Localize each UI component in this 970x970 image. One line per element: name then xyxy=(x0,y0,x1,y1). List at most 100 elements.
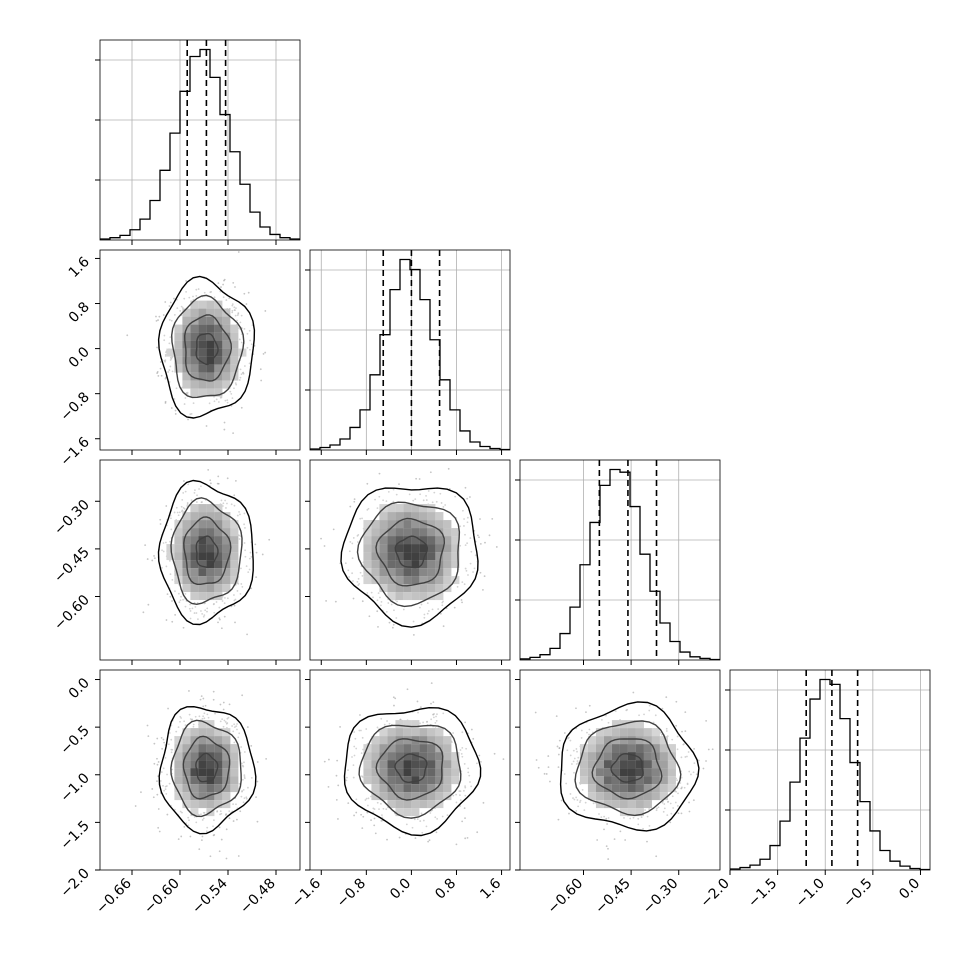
y-tick-label-1-4: 1.6 xyxy=(66,254,93,281)
scatter-point xyxy=(463,525,465,527)
scatter-point xyxy=(385,500,388,503)
scatter-point xyxy=(156,793,159,796)
scatter-point xyxy=(179,599,182,602)
density-cell xyxy=(387,552,396,561)
scatter-point xyxy=(332,528,335,531)
density-cell xyxy=(443,752,452,761)
density-cell xyxy=(635,808,644,817)
contour-1 xyxy=(375,517,446,587)
scatter-point xyxy=(179,720,181,723)
scatter-point xyxy=(195,294,198,297)
density-cell xyxy=(230,332,239,341)
scatter-point xyxy=(168,732,171,734)
scatter-point xyxy=(248,568,251,571)
scatter-point xyxy=(212,698,215,701)
scatter-point xyxy=(431,501,434,504)
density-cell xyxy=(379,552,388,561)
density-cell xyxy=(595,744,604,753)
density-cell xyxy=(222,520,231,529)
scatter-point xyxy=(555,715,558,718)
scatter-point xyxy=(607,817,610,819)
density-cell xyxy=(435,792,444,801)
density-cell xyxy=(174,784,183,793)
density-cell xyxy=(387,512,396,521)
scatter-point xyxy=(177,726,180,729)
density-cell xyxy=(371,752,380,761)
density-cell xyxy=(182,316,191,325)
scatter-point xyxy=(231,309,234,312)
scatter-point xyxy=(472,571,474,573)
contour-3 xyxy=(343,706,482,837)
scatter-point xyxy=(676,779,679,782)
scatter-point xyxy=(168,342,171,345)
scatter-point xyxy=(140,791,142,794)
density-cell xyxy=(643,800,652,809)
scatter-point xyxy=(250,555,253,558)
scatter-point xyxy=(556,745,559,748)
scatter-point xyxy=(183,403,186,405)
scatter-point xyxy=(228,810,231,813)
contour-3 xyxy=(559,701,700,832)
scatter-point xyxy=(690,773,692,776)
scatter-point xyxy=(676,805,679,807)
scatter-point xyxy=(565,782,568,785)
density-cell xyxy=(206,364,215,373)
density-cell xyxy=(427,752,436,761)
scatter-point xyxy=(144,544,147,547)
scatter-point xyxy=(183,480,185,482)
scatter-point xyxy=(268,538,271,541)
scatter-point xyxy=(225,857,228,860)
scatter-point xyxy=(440,502,443,504)
scatter-point xyxy=(353,498,356,501)
scatter-point xyxy=(164,301,167,303)
density-cell xyxy=(595,792,604,801)
panel-frame xyxy=(99,39,301,241)
scatter-point xyxy=(442,506,445,508)
scatter-point xyxy=(246,726,249,728)
density-cell xyxy=(395,728,404,737)
density-cell xyxy=(222,332,231,341)
scatter-point xyxy=(202,705,205,708)
scatter-point xyxy=(596,839,599,841)
scatter-point xyxy=(692,771,695,774)
density-cell xyxy=(214,332,223,341)
density-cell xyxy=(214,504,223,513)
scatter-point xyxy=(535,759,538,761)
scatter-point xyxy=(168,369,171,371)
scatter-point xyxy=(402,608,405,611)
density-cell xyxy=(198,348,207,357)
density-cell xyxy=(182,372,191,381)
scatter-point xyxy=(248,557,251,560)
scatter-point xyxy=(217,621,219,624)
scatter-point xyxy=(657,806,660,809)
scatter-point xyxy=(396,600,398,603)
scatter-point xyxy=(356,580,359,583)
density-cell xyxy=(379,728,388,737)
scatter-point xyxy=(367,797,370,800)
scatter-point xyxy=(675,724,677,727)
scatter-point xyxy=(461,820,464,823)
scatter-point xyxy=(398,836,401,839)
scatter-point xyxy=(157,761,160,763)
scatter-point xyxy=(224,813,227,816)
scatter-point xyxy=(479,518,481,520)
scatter-point xyxy=(385,808,388,811)
scatter-point xyxy=(212,825,214,828)
density-cell xyxy=(395,584,404,593)
scatter-point xyxy=(382,499,385,502)
density-cell xyxy=(214,380,223,389)
scatter-point xyxy=(422,721,425,724)
scatter-point xyxy=(366,482,369,485)
scatter-point xyxy=(247,291,250,294)
scatter-point xyxy=(255,551,258,554)
scatter-point xyxy=(223,428,226,431)
density-cell xyxy=(182,752,191,761)
scatter-point xyxy=(228,297,231,300)
scatter-point xyxy=(323,760,326,763)
scatter-point xyxy=(162,784,164,787)
scatter-point xyxy=(250,744,253,747)
scatter-point xyxy=(189,610,192,612)
density-cell xyxy=(595,800,604,809)
scatter-point xyxy=(222,708,225,711)
panel-0-0 xyxy=(95,39,301,245)
